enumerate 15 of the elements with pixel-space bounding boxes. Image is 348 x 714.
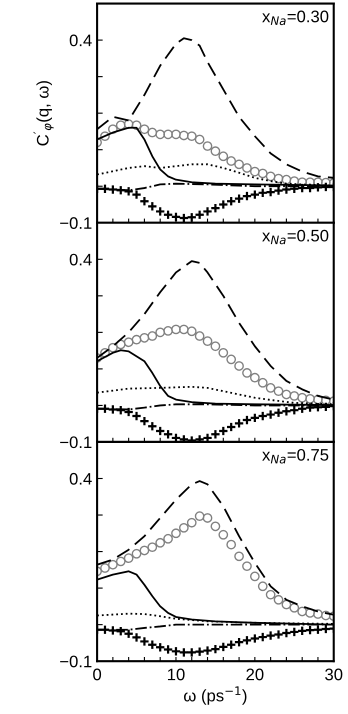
x-tick-label: 0	[93, 668, 102, 680]
annotation: x$_{Na}$=0.30	[262, 10, 328, 26]
x-tick-label: 10	[168, 668, 185, 680]
y-tick-label: −0.1	[60, 217, 92, 229]
y-tick-label: 0.4	[70, 472, 92, 485]
y-axis-title: C$^{′}$$_{φ}$(q, ω)	[34, 81, 54, 146]
annotation: x$_{Na}$=0.75	[262, 448, 328, 464]
annotation: x$_{Na}$=0.50	[262, 230, 328, 244]
x-axis-title: ω (ps$^{−1}$)	[184, 686, 246, 705]
x-tick-label: 20	[246, 668, 264, 680]
x-tick-label: 30	[325, 668, 342, 680]
y-tick-label: −0.1	[60, 436, 92, 448]
y-tick-label: 0.4	[70, 254, 92, 266]
y-tick-label: −0.1	[60, 656, 92, 668]
y-tick-label: 0.4	[70, 34, 92, 46]
